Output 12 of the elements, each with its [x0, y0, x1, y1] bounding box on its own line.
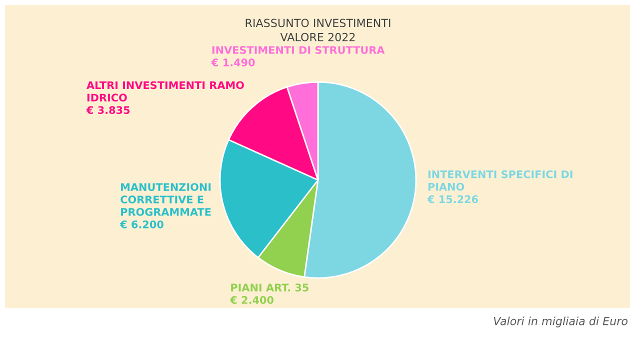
text: Valori in migliaia di Euro	[494, 316, 628, 328]
slice-label: INVESTIMENTI DI STRUTTURA	[212, 46, 385, 54]
slice-label: ALTRI INVESTIMENTI RAMO IDRICO	[86, 81, 244, 102]
data-label: € 2.400	[230, 296, 274, 304]
slice-label: INTERVENTI SPECIFICI DI PIANO	[428, 170, 572, 191]
chart-title: RIASSUNTO INVESTIMENTI VALORE 2022	[246, 18, 390, 42]
data-label: € 15.226	[427, 195, 478, 204]
slice-label: PIANI ART. 35	[231, 284, 308, 292]
data-label: € 1.490	[211, 58, 255, 66]
slice-label: MANUTENZIONI CORRETTIVE E PROGRAMMATE	[120, 183, 211, 216]
data-label: € 6.200	[120, 220, 164, 228]
data-label: € 3.835	[86, 106, 130, 114]
